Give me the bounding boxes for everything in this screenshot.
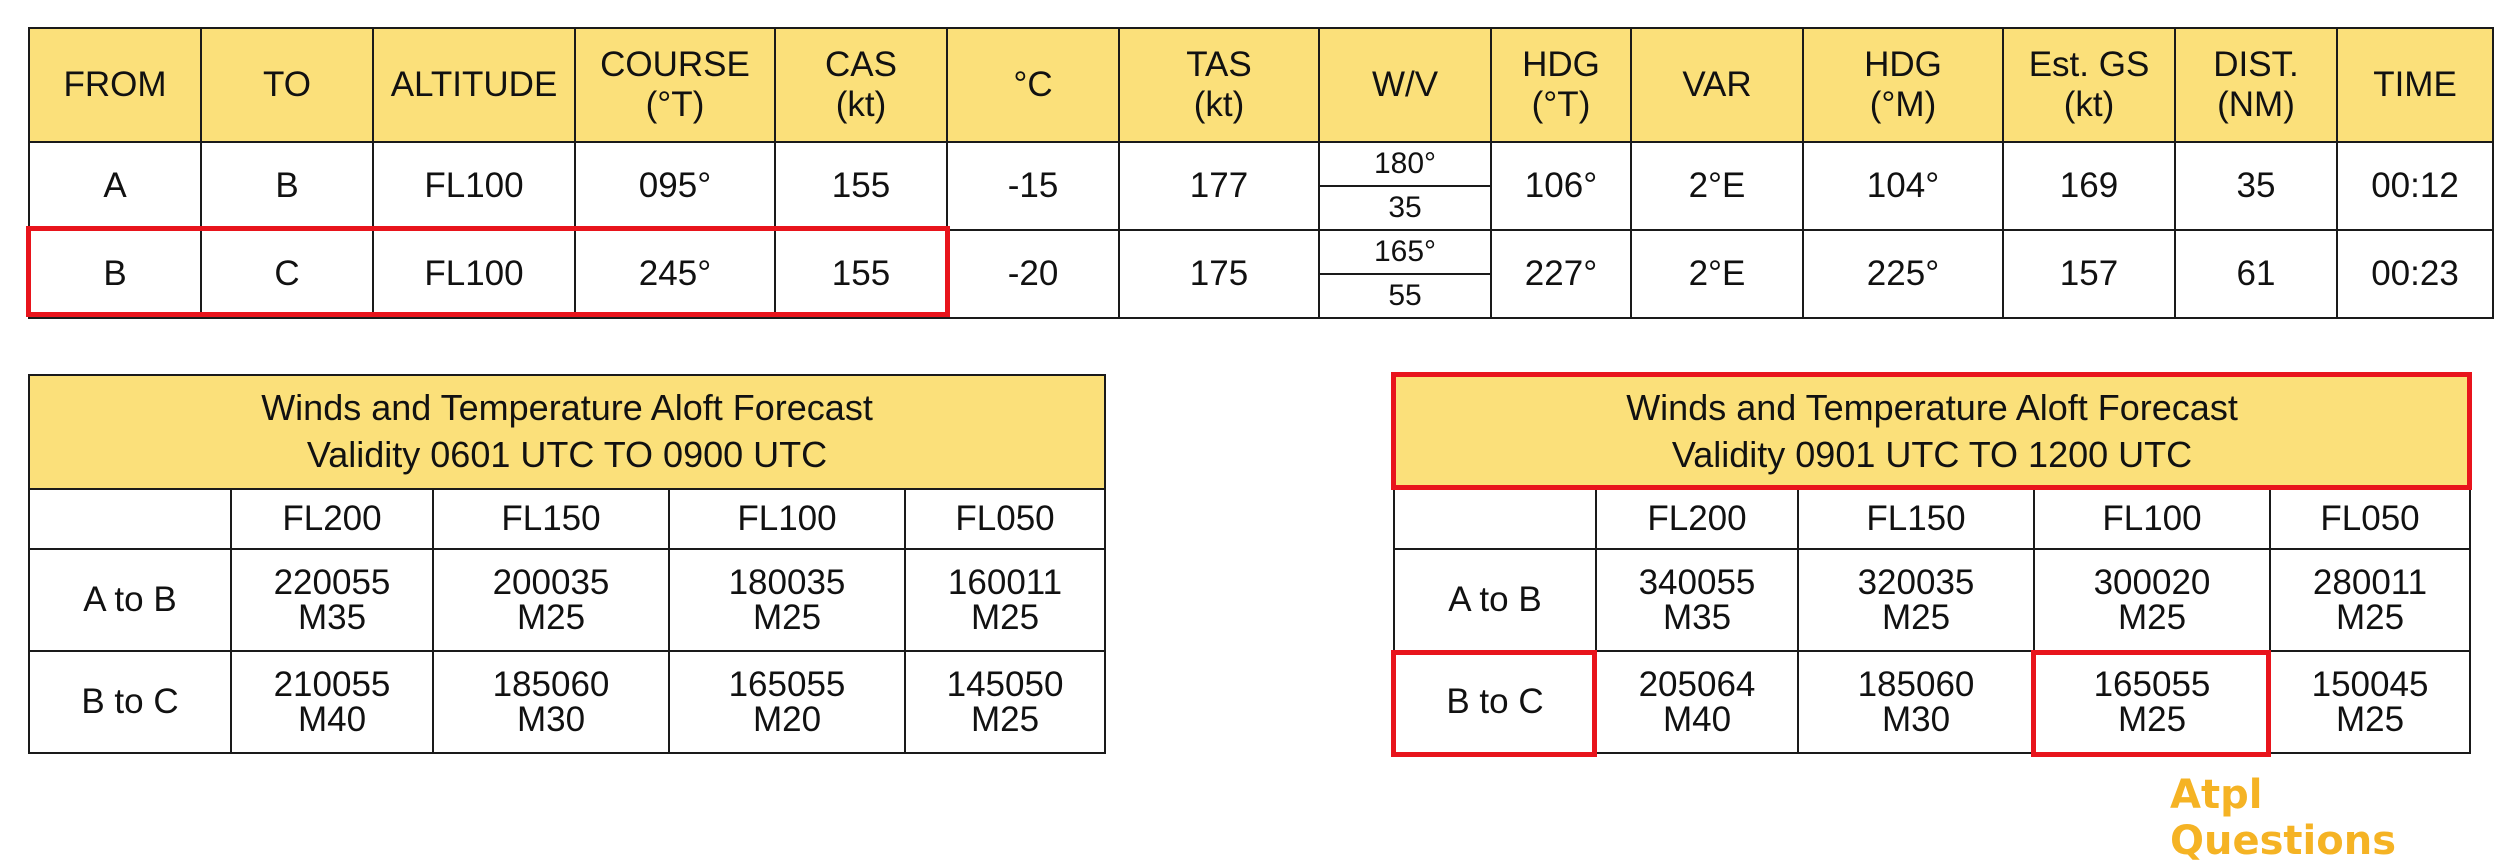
wind-temp-cell: 320035 M25 <box>1797 548 2035 652</box>
cell-variation: 2°E <box>1630 229 1804 319</box>
header-altitude: ALTITUDE <box>372 27 576 143</box>
level-header: FL050 <box>2268 488 2472 550</box>
cell-heading-magnetic: 225° <box>1802 229 2004 319</box>
forecast-title: Winds and Temperature Aloft Forecast Vali… <box>1392 374 2472 490</box>
wind-temp-cell: 165055 M20 <box>668 650 906 754</box>
leg-label: B to C <box>1393 650 1597 754</box>
header-to: TO <box>200 27 374 143</box>
cell-altitude: FL100 <box>372 229 576 319</box>
level-header: FL200 <box>1595 488 1799 550</box>
cell-distance: 61 <box>2174 229 2338 319</box>
cell-ground-speed: 169 <box>2002 141 2176 231</box>
wind-direction: 180° <box>1320 143 1490 187</box>
flight-level-row: FL200 FL150 FL100 FL050 <box>28 488 1107 550</box>
level-header: FL100 <box>668 488 906 550</box>
cell-tas: 175 <box>1118 229 1320 319</box>
cell-tas: 177 <box>1118 141 1320 231</box>
header-tas: TAS (kt) <box>1118 27 1320 143</box>
forecast-row-a-to-b: A to B 220055 M35 200035 M25 180035 M25 160… <box>28 548 1107 652</box>
header-temperature: °C <box>946 27 1120 143</box>
forecast-row-a-to-b: A to B 340055 M35 320035 M25 300020 M25 280… <box>1393 548 2472 652</box>
navlog-row-b-c: B C FL100 245° 155 -20 175 165° 55 227° … <box>28 229 2494 319</box>
cell-from: A <box>28 141 202 231</box>
wind-temp-cell: 205064 M40 <box>1595 650 1799 754</box>
wind-temp-cell: 200035 M25 <box>432 548 670 652</box>
cell-to: C <box>200 229 374 319</box>
navlog-header-row: FROM TO ALTITUDE COURSE (°T) CAS (kt) °C T… <box>28 27 2494 143</box>
header-heading-true: HDG (°T) <box>1490 27 1632 143</box>
cell-course: 095° <box>574 141 776 231</box>
flight-level-row: FL200 FL150 FL100 FL050 <box>1393 488 2472 550</box>
cell-heading-true: 227° <box>1490 229 1632 319</box>
level-header: FL150 <box>432 488 670 550</box>
cell-distance: 35 <box>2174 141 2338 231</box>
wind-temp-cell: 210055 M40 <box>230 650 434 754</box>
level-header: FL150 <box>1797 488 2035 550</box>
atpl-questions-logo: Atpl Questions <box>2170 772 2397 864</box>
header-time: TIME <box>2336 27 2494 143</box>
navigation-log-table: FROM TO ALTITUDE COURSE (°T) CAS (kt) °C T… <box>28 27 2494 319</box>
header-distance: DIST. (NM) <box>2174 27 2338 143</box>
level-header: FL200 <box>230 488 434 550</box>
cell-heading-magnetic: 104° <box>1802 141 2004 231</box>
wind-temp-cell: 220055 M35 <box>230 548 434 652</box>
corner-cell <box>1393 488 1597 550</box>
cell-temperature: -15 <box>946 141 1120 231</box>
header-heading-magnetic: HDG (°M) <box>1802 27 2004 143</box>
cell-time: 00:23 <box>2336 229 2494 319</box>
level-header: FL050 <box>903 488 1107 550</box>
wind-temp-cell: 185060 M30 <box>432 650 670 754</box>
forecast-row-b-to-c: B to C 210055 M40 185060 M30 165055 M20 145… <box>28 650 1107 754</box>
wind-temp-forecast-table-0901-1200: Winds and Temperature Aloft Forecast Vali… <box>1392 374 2472 754</box>
cell-ground-speed: 157 <box>2002 229 2176 319</box>
wind-speed: 55 <box>1388 279 1422 312</box>
cell-cas: 155 <box>774 141 948 231</box>
wind-temp-forecast-table-0601-0900: Winds and Temperature Aloft Forecast Vali… <box>27 374 1107 754</box>
forecast-title-row: Winds and Temperature Aloft Forecast Vali… <box>27 374 1107 490</box>
forecast-title: Winds and Temperature Aloft Forecast Vali… <box>27 374 1107 490</box>
wind-temp-cell: 180035 M25 <box>668 548 906 652</box>
leg-label: A to B <box>1393 548 1597 652</box>
wind-temp-cell: 150045 M25 <box>2268 650 2472 754</box>
level-header: FL100 <box>2033 488 2271 550</box>
cell-to: B <box>200 141 374 231</box>
cell-wind-velocity: 180° 35 <box>1318 141 1492 231</box>
wind-speed: 35 <box>1388 191 1422 224</box>
wind-temp-cell: 165055 M25 <box>2033 650 2271 754</box>
cell-course: 245° <box>574 229 776 319</box>
forecast-title-row: Winds and Temperature Aloft Forecast Vali… <box>1392 374 2472 490</box>
cell-variation: 2°E <box>1630 141 1804 231</box>
cell-time: 00:12 <box>2336 141 2494 231</box>
header-from: FROM <box>28 27 202 143</box>
wind-temp-cell: 280011 M25 <box>2268 548 2472 652</box>
header-course: COURSE (°T) <box>574 27 776 143</box>
wind-temp-cell: 185060 M30 <box>1797 650 2035 754</box>
cell-wind-velocity: 165° 55 <box>1318 229 1492 319</box>
header-variation: VAR <box>1630 27 1804 143</box>
header-ground-speed: Est. GS (kt) <box>2002 27 2176 143</box>
wind-temp-cell: 300020 M25 <box>2033 548 2271 652</box>
leg-label: B to C <box>28 650 232 754</box>
wind-temp-cell: 145050 M25 <box>903 650 1107 754</box>
cell-altitude: FL100 <box>372 141 576 231</box>
cell-temperature: -20 <box>946 229 1120 319</box>
navlog-row-a-b: A B FL100 095° 155 -15 177 180° 35 106° … <box>28 141 2494 231</box>
cell-from: B <box>28 229 202 319</box>
header-wind-velocity: W/V <box>1318 27 1492 143</box>
wind-direction: 165° <box>1320 231 1490 275</box>
wind-temp-cell: 340055 M35 <box>1595 548 1799 652</box>
wind-temp-cell: 160011 M25 <box>903 548 1107 652</box>
cell-heading-true: 106° <box>1490 141 1632 231</box>
cell-cas: 155 <box>774 229 948 319</box>
leg-label: A to B <box>28 548 232 652</box>
corner-cell <box>28 488 232 550</box>
header-cas: CAS (kt) <box>774 27 948 143</box>
forecast-row-b-to-c: B to C 205064 M40 185060 M30 165055 M25 150… <box>1393 650 2472 754</box>
